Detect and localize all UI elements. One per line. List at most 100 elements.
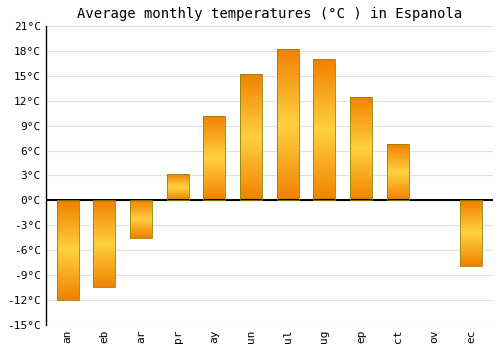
Bar	[93, 242, 115, 243]
Bar	[93, 229, 115, 230]
Bar	[314, 102, 336, 103]
Bar	[166, 180, 188, 181]
Bar	[350, 103, 372, 104]
Bar	[56, 285, 78, 286]
Bar	[276, 159, 298, 160]
Bar	[460, 203, 482, 204]
Bar	[314, 181, 336, 182]
Bar	[314, 152, 336, 153]
Bar	[386, 175, 408, 176]
Bar	[350, 190, 372, 191]
Bar	[93, 244, 115, 245]
Bar	[276, 80, 298, 81]
Bar	[350, 199, 372, 200]
Bar	[204, 185, 226, 186]
Bar	[386, 146, 408, 147]
Bar	[240, 131, 262, 132]
Bar	[314, 157, 336, 158]
Bar	[350, 97, 372, 200]
Bar	[93, 276, 115, 277]
Bar	[460, 202, 482, 203]
Bar	[56, 290, 78, 292]
Bar	[56, 277, 78, 278]
Bar	[130, 214, 152, 215]
Bar	[166, 188, 188, 189]
Bar	[166, 193, 188, 194]
Bar	[93, 239, 115, 240]
Bar	[350, 144, 372, 145]
Bar	[386, 151, 408, 152]
Bar	[276, 180, 298, 181]
Bar	[276, 133, 298, 134]
Bar	[276, 172, 298, 173]
Bar	[93, 233, 115, 235]
Bar	[130, 230, 152, 231]
Bar	[460, 252, 482, 253]
Bar	[240, 119, 262, 120]
Bar	[240, 175, 262, 176]
Bar	[314, 61, 336, 62]
Bar	[276, 94, 298, 96]
Bar	[350, 112, 372, 113]
Bar	[240, 147, 262, 148]
Bar	[56, 297, 78, 298]
Bar	[240, 136, 262, 137]
Bar	[56, 278, 78, 279]
Bar	[314, 194, 336, 195]
Bar	[276, 81, 298, 82]
Bar	[276, 127, 298, 128]
Bar	[314, 172, 336, 173]
Bar	[240, 135, 262, 136]
Bar	[350, 170, 372, 172]
Bar	[166, 191, 188, 192]
Bar	[204, 171, 226, 172]
Bar	[56, 230, 78, 231]
Bar	[240, 166, 262, 167]
Bar	[386, 195, 408, 196]
Bar	[350, 195, 372, 196]
Bar	[350, 131, 372, 132]
Bar	[386, 149, 408, 150]
Bar	[56, 282, 78, 283]
Bar	[56, 214, 78, 215]
Bar	[314, 98, 336, 99]
Bar	[386, 171, 408, 172]
Bar	[314, 80, 336, 81]
Bar	[460, 258, 482, 259]
Bar	[204, 136, 226, 137]
Bar	[460, 232, 482, 233]
Bar	[130, 200, 152, 238]
Bar	[314, 79, 336, 80]
Bar	[204, 180, 226, 181]
Bar	[314, 103, 336, 104]
Bar	[350, 165, 372, 166]
Bar	[276, 140, 298, 141]
Bar	[276, 156, 298, 157]
Bar	[314, 175, 336, 176]
Bar	[204, 139, 226, 140]
Bar	[276, 70, 298, 71]
Bar	[276, 93, 298, 94]
Bar	[350, 156, 372, 157]
Bar	[276, 189, 298, 190]
Bar	[56, 258, 78, 259]
Bar	[93, 218, 115, 219]
Bar	[276, 162, 298, 163]
Bar	[314, 105, 336, 106]
Bar	[204, 160, 226, 161]
Bar	[166, 176, 188, 177]
Bar	[56, 269, 78, 270]
Bar	[240, 128, 262, 130]
Bar	[314, 77, 336, 78]
Bar	[314, 128, 336, 129]
Bar	[204, 155, 226, 156]
Bar	[166, 186, 188, 187]
Bar	[204, 158, 226, 159]
Bar	[56, 281, 78, 282]
Bar	[93, 266, 115, 267]
Bar	[386, 170, 408, 171]
Bar	[240, 172, 262, 173]
Bar	[240, 126, 262, 127]
Bar	[276, 72, 298, 74]
Bar	[276, 165, 298, 166]
